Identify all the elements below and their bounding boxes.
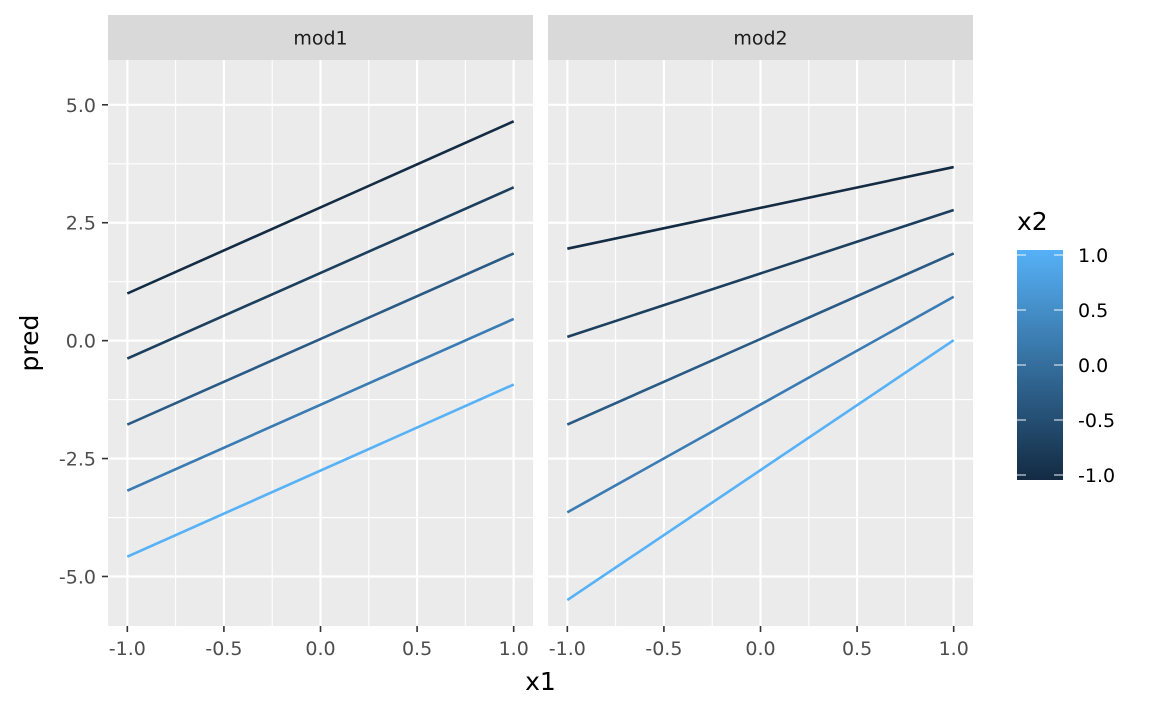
x-tick-label: 1.0 — [499, 638, 529, 660]
series-line-x2--0.5 — [566, 208, 955, 339]
x-tick-label: 0.5 — [402, 638, 432, 660]
series-line-x2--1 — [126, 120, 515, 295]
legend-title: x2 — [1017, 207, 1048, 236]
series-line-x2-0 — [566, 252, 955, 426]
x-tick-label: -1.0 — [109, 638, 146, 660]
facet-strip-label: mod2 — [733, 28, 787, 50]
legend-tick-label: 0.5 — [1078, 300, 1108, 322]
legend-colorbar: x2 1.0 0.5 0.0 -0.5 -1.0 — [1017, 207, 1115, 487]
y-tick-label: 5.0 — [66, 95, 96, 117]
y-tick-label: -2.5 — [59, 449, 96, 471]
y-tick-label: 0.0 — [66, 331, 96, 353]
facet-panel-mod1: mod1 -1.0 -0.5 0.0 0.5 1.0 — [108, 15, 533, 660]
facet-strip-background — [548, 15, 973, 60]
legend-tick-label: 1.0 — [1078, 245, 1108, 267]
y-axis: -5.0 -2.5 0.0 2.5 5.0 — [59, 95, 108, 588]
x-axis-title: x1 — [525, 667, 556, 696]
x-tick-label: 0.0 — [745, 638, 775, 660]
x-tick-label: 1.0 — [939, 638, 969, 660]
x-tick-label: -0.5 — [645, 638, 682, 660]
series-line-x2--1 — [567, 165, 954, 250]
legend-tick-label: 0.0 — [1078, 355, 1108, 377]
series-line-x2-0.5 — [126, 317, 515, 492]
x-tick-label: 0.5 — [842, 638, 872, 660]
series-line-x2-0.5 — [566, 295, 955, 514]
legend-tick-label: -0.5 — [1078, 410, 1115, 432]
facet-panel-mod2: mod2 -1.0 -0.5 0.0 0.5 1.0 — [548, 15, 973, 660]
x-tick-label: 0.0 — [305, 638, 335, 660]
series-line-x2-0 — [126, 252, 515, 426]
y-axis-title: pred — [15, 315, 44, 372]
series-line-x2-1 — [566, 339, 955, 602]
series-line-x2--0.5 — [126, 186, 515, 360]
x-tick-label: -1.0 — [549, 638, 586, 660]
y-tick-label: 2.5 — [66, 213, 96, 235]
x-tick-label: -0.5 — [205, 638, 242, 660]
legend-tick-label: -1.0 — [1078, 465, 1115, 487]
series-line-x2-1 — [126, 383, 515, 558]
facet-strip-label: mod1 — [293, 28, 347, 50]
facet-strip-background — [108, 15, 533, 60]
y-tick-label: -5.0 — [59, 566, 96, 588]
